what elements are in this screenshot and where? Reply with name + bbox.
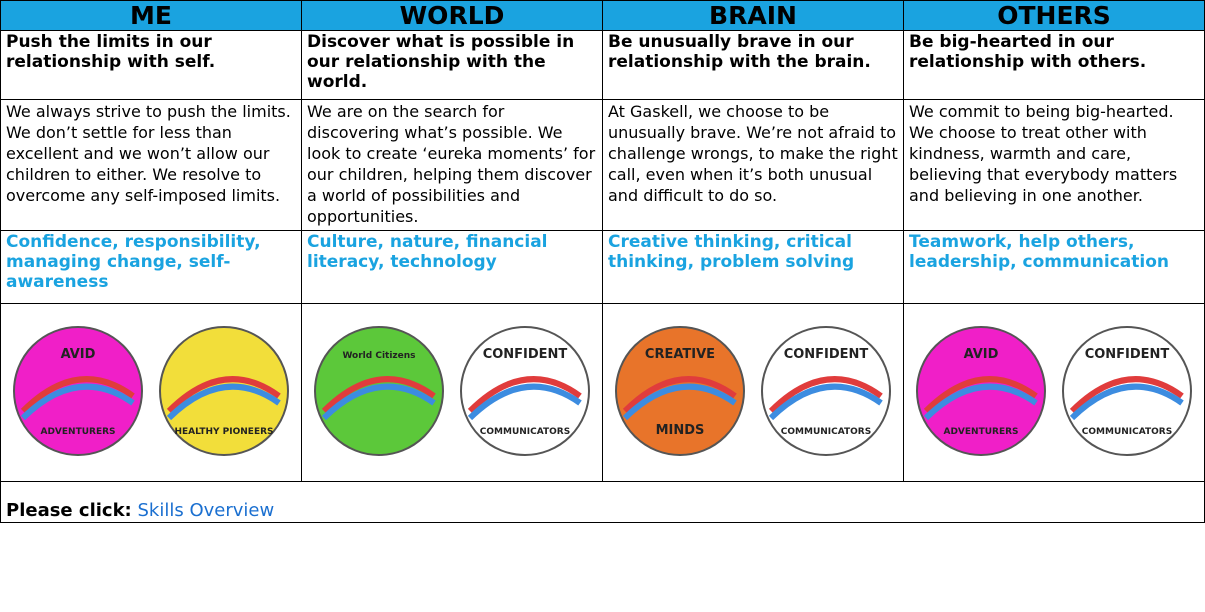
rainbow [1069,383,1184,420]
badge-text: MINDS [656,423,705,438]
badge-text: CONFIDENT [784,347,869,362]
rainbow [321,383,436,420]
badge [761,325,891,456]
badges: AVID ADVENTURERS HEALTHY PIONEERS [0,303,302,482]
badge-pair: AVID ADVENTURERS CONFIDENT COMMUNICATORS [916,325,1192,456]
rainbow [321,375,436,413]
description: We commit to being big-hearted. We choos… [903,99,1205,231]
badge-text: AVID [964,347,999,362]
header-row: ME WORLD BRAIN OTHERS [0,0,1205,31]
rainbow [1069,375,1184,413]
skills-row: Confidence, responsibility, managing cha… [0,230,1205,304]
badges: World Citizens CONFIDENT COMMUNICATORS [301,303,603,482]
headline-row: Push the limits in our relationship with… [0,30,1205,100]
description: We always strive to push the limits. We … [0,99,302,231]
badge-text: COMMUNICATORS [781,427,871,437]
rainbow [768,383,883,420]
description: At Gaskell, we choose to be unusually br… [602,99,904,231]
badge-text: CONFIDENT [1085,347,1170,362]
footer-row: Please click: Skills Overview [0,481,1205,523]
description: We are on the search for discovering wha… [301,99,603,231]
skills: Creative thinking, critical thinking, pr… [602,230,904,304]
skills: Culture, nature, financial literacy, tec… [301,230,603,304]
badge-pair: CREATIVE MINDS CONFIDENT COMMUNICATORS [615,325,891,456]
rainbow [622,383,737,420]
badge [460,325,590,456]
rainbow [467,383,582,420]
headline: Discover what is possible in our relatio… [301,30,603,100]
skills-link[interactable]: Skills Overview [137,500,275,521]
badge [916,325,1046,456]
rainbow [923,375,1038,413]
badge-text: World Citizens [342,351,415,361]
skills: Confidence, responsibility, managing cha… [0,230,302,304]
badge-text: CREATIVE [645,347,715,362]
badge-row: AVID ADVENTURERS HEALTHY PIONEERS World Cit… [0,303,1205,482]
badges: CREATIVE MINDS CONFIDENT COMMUNICATORS [602,303,904,482]
header: WORLD [301,0,603,31]
rainbow [20,383,135,420]
headline: Be big-hearted in our relationship with … [903,30,1205,100]
rainbow [923,383,1038,420]
badge-text: AVID [61,347,96,362]
rainbow [166,383,281,420]
badge-text: CONFIDENT [483,347,568,362]
headline: Be unusually brave in our relationship w… [602,30,904,100]
footer: Please click: Skills Overview [0,481,1205,523]
header: OTHERS [903,0,1205,31]
badge [314,325,444,456]
badge-text: COMMUNICATORS [1082,427,1172,437]
rainbow [622,375,737,413]
badge [1062,325,1192,456]
badge-pair: AVID ADVENTURERS HEALTHY PIONEERS [13,325,289,456]
rainbow [467,375,582,413]
headline: Push the limits in our relationship with… [0,30,302,100]
header: BRAIN [602,0,904,31]
badge-text: HEALTHY PIONEERS [174,427,273,437]
badge-pair: World Citizens CONFIDENT COMMUNICATORS [314,325,590,456]
badge [615,325,745,456]
badge [159,325,289,456]
description-row: We always strive to push the limits. We … [0,99,1205,231]
rainbow [20,375,135,413]
rainbow [166,375,281,413]
badge-text: COMMUNICATORS [480,427,570,437]
badge-text: ADVENTURERS [40,427,115,437]
badge [13,325,143,456]
values-table: ME WORLD BRAIN OTHERS Push the limits in ou… [0,0,1205,523]
badges: AVID ADVENTURERS CONFIDENT COMMUNICATORS [903,303,1205,482]
rainbow [768,375,883,413]
footer-label: Please click: [6,500,132,521]
badge-text: ADVENTURERS [943,427,1018,437]
header: ME [0,0,302,31]
skills: Teamwork, help others, leadership, commu… [903,230,1205,304]
